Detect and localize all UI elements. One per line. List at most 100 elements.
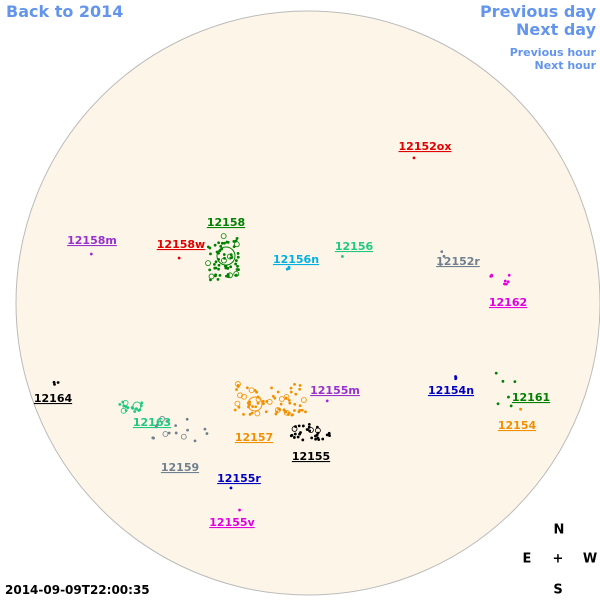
region-label[interactable]: 12152r <box>436 255 480 268</box>
region-label[interactable]: 12155r <box>217 472 261 485</box>
compass-south: S <box>553 583 562 598</box>
spot <box>208 268 212 272</box>
spot <box>256 401 260 405</box>
spot <box>234 259 238 262</box>
solar-disk <box>15 10 600 596</box>
spot <box>159 416 166 422</box>
spot <box>300 397 307 403</box>
spot <box>248 412 252 416</box>
region-label[interactable]: 12162 <box>489 296 527 309</box>
spot <box>248 403 252 406</box>
spot <box>503 279 507 283</box>
spot <box>274 412 278 416</box>
spot <box>305 428 309 431</box>
region-label[interactable]: 12163 <box>133 416 171 429</box>
spot <box>214 260 218 264</box>
spot <box>293 409 296 412</box>
spot <box>214 273 218 277</box>
spot <box>234 262 238 266</box>
spot <box>122 400 129 406</box>
region-label[interactable]: 12157 <box>235 431 273 444</box>
region-label[interactable]: 12158w <box>157 238 205 251</box>
spot <box>287 411 291 415</box>
spot <box>222 253 226 256</box>
spot <box>307 422 311 426</box>
region-label[interactable]: 12155v <box>209 516 255 529</box>
spot <box>236 252 240 255</box>
spot <box>233 271 240 277</box>
spot <box>297 410 301 414</box>
spot <box>288 401 292 405</box>
spot <box>52 380 56 384</box>
spot-ring <box>132 401 142 411</box>
spot <box>226 266 230 270</box>
spot <box>236 255 240 259</box>
spot <box>217 241 221 245</box>
spot <box>282 408 286 412</box>
spot <box>287 398 291 402</box>
spot <box>293 402 297 406</box>
spot <box>325 433 329 437</box>
spot <box>140 401 144 405</box>
spot <box>315 433 319 437</box>
spot <box>118 402 122 406</box>
spot <box>216 277 220 281</box>
region-label[interactable]: 12156n <box>273 253 319 266</box>
spot <box>220 233 227 240</box>
spot <box>341 255 344 258</box>
spot <box>325 399 329 403</box>
compass-east: E <box>523 552 532 567</box>
spot <box>162 431 169 437</box>
spot <box>174 431 178 435</box>
spot <box>274 407 281 413</box>
spot <box>223 241 226 245</box>
spot <box>292 436 296 439</box>
spot <box>167 431 171 435</box>
region-label[interactable]: 12154n <box>428 384 474 397</box>
spot <box>262 402 265 406</box>
spot <box>221 257 227 264</box>
spot <box>229 486 233 490</box>
spot <box>242 412 245 416</box>
spot <box>307 425 311 429</box>
spot <box>238 508 241 512</box>
back-link[interactable]: Back to 2014 <box>6 2 123 21</box>
spot <box>314 437 317 441</box>
spot <box>308 429 312 433</box>
spot <box>496 402 500 406</box>
spot <box>232 240 236 243</box>
spot <box>301 424 305 428</box>
spot <box>213 243 217 247</box>
region-label[interactable]: 12161 <box>512 391 550 404</box>
previous-day-link[interactable]: Previous day <box>480 2 597 21</box>
spot <box>185 417 189 421</box>
next-day-link[interactable]: Next day <box>516 20 597 39</box>
region-label[interactable]: 12156 <box>335 240 374 253</box>
spot <box>287 265 291 269</box>
region-label[interactable]: 12158m <box>67 234 117 247</box>
spot <box>217 267 220 271</box>
region-label[interactable]: 12154 <box>498 419 537 432</box>
spot <box>293 382 296 386</box>
spot <box>235 381 241 387</box>
spot <box>507 273 511 277</box>
spot <box>284 410 288 414</box>
spot <box>248 387 255 394</box>
spot <box>236 264 239 268</box>
spot <box>237 405 241 409</box>
region-label[interactable]: 12155 <box>292 450 330 463</box>
spot <box>506 280 510 284</box>
region-label[interactable]: 12164 <box>34 392 73 405</box>
spot <box>315 425 319 429</box>
region-label[interactable]: 12158 <box>207 216 245 229</box>
compass-west: W <box>583 552 597 567</box>
region-label[interactable]: 12155m <box>310 384 360 397</box>
region-label[interactable]: 12159 <box>161 461 199 474</box>
next-hour-link[interactable]: Next hour <box>535 59 597 72</box>
previous-hour-link[interactable]: Previous hour <box>510 46 597 59</box>
spot <box>212 262 216 266</box>
spot <box>245 386 249 390</box>
spot <box>278 396 285 402</box>
spot <box>439 263 442 266</box>
region-label[interactable]: 12152ox <box>399 140 452 153</box>
